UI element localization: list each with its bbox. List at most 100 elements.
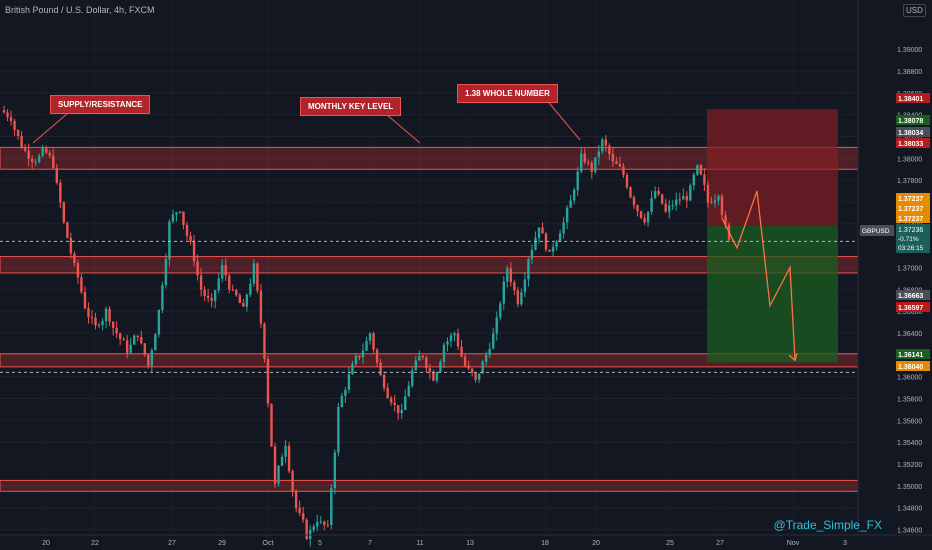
candle-down <box>206 295 210 298</box>
time-axis: 20 22 27 29 Oct 5 7 11 13 18 20 25 27 Nov 3 <box>0 534 932 547</box>
currency-selector[interactable]: USD <box>903 4 926 17</box>
price-label-bg <box>896 361 930 371</box>
price-label: 1.37237 <box>898 196 923 203</box>
candle-down <box>685 196 689 201</box>
candle-up <box>312 526 315 531</box>
candle-down <box>294 490 298 508</box>
symbol-title[interactable]: British Pound / U.S. Dollar, 4h, FXCM <box>5 5 155 15</box>
candle-down <box>467 365 470 369</box>
candle-down <box>228 275 231 290</box>
candle-down <box>203 289 206 296</box>
candle-up <box>499 303 502 318</box>
candle-down <box>615 161 618 164</box>
candle-up <box>400 410 403 414</box>
candle-down <box>115 327 118 334</box>
candle-down <box>460 346 463 357</box>
candle-up <box>442 344 446 362</box>
candle-up <box>453 333 456 336</box>
candle-up <box>221 265 224 279</box>
candle-down <box>287 445 291 472</box>
candle-down <box>2 110 6 113</box>
zone-support-1.350 <box>0 479 859 492</box>
candle-up <box>692 174 696 186</box>
y-tick-label: 1.39000 <box>897 47 922 54</box>
candle-down <box>242 302 245 307</box>
y-tick-label: 1.36000 <box>897 375 922 382</box>
candle-up <box>502 281 505 304</box>
candle-down <box>375 349 379 363</box>
current-price: 1.37236 <box>898 227 923 234</box>
candle-up <box>101 320 104 326</box>
candle-up <box>601 139 604 152</box>
candle-down <box>30 158 34 163</box>
candle-down <box>108 308 111 322</box>
candle-up <box>252 263 256 284</box>
candle-up <box>333 452 337 489</box>
candle-down <box>699 165 703 175</box>
candle-up <box>213 290 217 301</box>
candle-up <box>249 283 252 295</box>
candle-down <box>425 357 428 369</box>
y-tick-label: 1.36400 <box>897 331 922 338</box>
candle-down <box>83 291 87 309</box>
price-label: 1.36597 <box>898 305 923 312</box>
y-tick-label: 1.34600 <box>897 528 922 535</box>
symbol-tag-bg <box>860 225 894 236</box>
candle-up <box>537 227 541 238</box>
candle-up <box>562 222 565 234</box>
candle-up <box>597 151 601 158</box>
candle-down <box>140 337 143 344</box>
candle-up <box>414 360 417 370</box>
candle-down <box>235 289 238 296</box>
candle-up <box>351 364 354 375</box>
candle-up <box>37 155 41 163</box>
candle-up <box>530 249 534 260</box>
price-label: 1.37237 <box>898 216 923 223</box>
candle-up <box>576 171 579 190</box>
candle-up <box>217 278 220 291</box>
y-tick-label: 1.35200 <box>897 462 922 469</box>
candle-down <box>62 202 66 223</box>
x-tick-label: 18 <box>541 540 549 547</box>
candle-up <box>484 354 488 362</box>
candle-up <box>34 162 37 164</box>
candle-down <box>298 507 301 514</box>
y-tick-label: 1.35000 <box>897 484 922 491</box>
candle-up <box>368 333 372 341</box>
candle-down <box>238 295 242 303</box>
candle-down <box>122 339 125 341</box>
candle-down <box>372 333 375 350</box>
x-tick-label: 5 <box>318 540 322 547</box>
candlestick-series <box>2 105 731 547</box>
candle-up <box>671 205 674 207</box>
candle-down <box>474 373 477 380</box>
candle-down <box>386 387 389 399</box>
candle-up <box>361 350 365 358</box>
whole-number-label[interactable]: 1.38 WHOLE NUMBER <box>457 84 558 103</box>
candle-up <box>340 395 344 408</box>
candle-up <box>168 221 171 260</box>
take-profit-area <box>707 226 838 363</box>
candle-up <box>178 211 182 213</box>
candle-down <box>231 289 234 291</box>
candle-down <box>73 253 76 264</box>
candle-up <box>689 185 692 201</box>
monthly-key-level-label[interactable]: MONTHLY KEY LEVEL <box>300 97 402 116</box>
x-tick-label: 27 <box>168 540 176 547</box>
candle-down <box>48 152 51 156</box>
candle-up <box>411 369 414 386</box>
candle-down <box>516 290 520 305</box>
candle-up <box>435 371 439 381</box>
candle-up <box>569 200 572 208</box>
candle-up <box>551 246 555 252</box>
candle-down <box>189 235 192 242</box>
symbol-tag: GBPUSD <box>862 228 890 235</box>
candle-down <box>326 524 330 526</box>
stop-loss-area <box>707 109 838 227</box>
price-label-bg <box>896 213 930 223</box>
candle-down <box>548 249 551 252</box>
x-tick-label: 3 <box>843 540 847 547</box>
supply-resistance-label[interactable]: SUPPLY/RESISTANCE <box>50 95 151 114</box>
candle-up <box>696 165 699 175</box>
